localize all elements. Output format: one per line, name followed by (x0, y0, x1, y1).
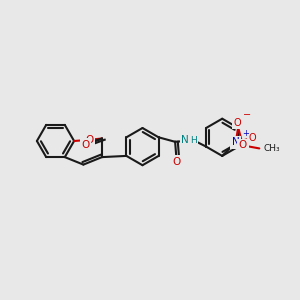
Text: O: O (81, 140, 90, 149)
Text: O: O (248, 133, 256, 143)
Text: CH₃: CH₃ (264, 144, 280, 153)
Text: −: − (243, 110, 251, 120)
Text: O: O (233, 118, 241, 128)
Text: N: N (182, 135, 189, 145)
Text: O: O (239, 140, 247, 150)
Text: O: O (172, 157, 181, 167)
Text: N: N (232, 137, 240, 147)
Text: +: + (242, 129, 249, 138)
Text: H: H (190, 136, 197, 145)
Text: O: O (85, 135, 94, 145)
